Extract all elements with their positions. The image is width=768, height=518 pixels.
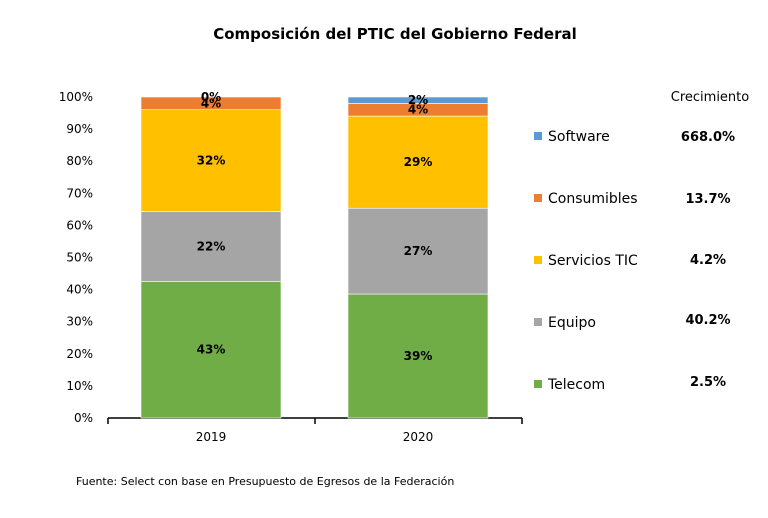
- bar-segment-software: [347, 96, 489, 104]
- y-tick-label: 20%: [66, 347, 93, 361]
- legend-label-software: Software: [548, 129, 610, 145]
- bar-segment-equipo: [347, 207, 489, 295]
- x-category-label: 2019: [196, 430, 227, 444]
- growth-header: Crecimiento: [671, 90, 750, 105]
- y-tick-label: 0%: [74, 411, 93, 425]
- bars: [140, 96, 489, 419]
- bar-segment-equipo: [140, 211, 282, 282]
- legend-swatch-consumibles: [534, 194, 542, 202]
- growth-value-software: 668.0%: [681, 130, 735, 145]
- chart-title: Composición del PTIC del Gobierno Federa…: [213, 25, 577, 43]
- legend-label-telecom: Telecom: [547, 377, 605, 393]
- y-tick-label: 40%: [66, 283, 93, 297]
- data-label: 2%: [408, 93, 428, 107]
- y-tick-label: 30%: [66, 315, 93, 329]
- source-note: Fuente: Select con base en Presupuesto d…: [76, 475, 454, 488]
- y-tick-label: 80%: [66, 154, 93, 168]
- bar-segment-telecom: [347, 293, 489, 419]
- data-label: 29%: [404, 155, 433, 169]
- bar-segment-consumibles: [140, 96, 282, 111]
- data-label: 32%: [197, 154, 226, 168]
- y-tick-label: 90%: [66, 122, 93, 136]
- legend-swatch-servicios-tic: [534, 256, 542, 264]
- bar-segment-telecom: [140, 281, 282, 419]
- data-label: 39%: [404, 349, 433, 363]
- legend-swatch-software: [534, 132, 542, 140]
- y-tick-label: 60%: [66, 218, 93, 232]
- growth-value-equipo: 40.2%: [685, 313, 730, 328]
- data-label: 27%: [404, 244, 433, 258]
- bar-segment-servicios-tic: [347, 115, 489, 209]
- legend: Software Consumibles Servicios TIC Equipo Te…: [534, 129, 638, 393]
- x-category-label: 2020: [403, 430, 434, 444]
- growth-value-telecom: 2.5%: [690, 375, 726, 390]
- y-tick-label: 10%: [66, 379, 93, 393]
- legend-swatch-telecom: [534, 380, 542, 388]
- legend-label-consumibles: Consumibles: [548, 191, 638, 207]
- axes: 0% 10% 20% 30% 40% 50% 60% 70% 80% 90% 100% 2019 202…: [59, 90, 523, 444]
- data-label: 0%: [201, 90, 221, 104]
- y-tick-label: 50%: [66, 251, 93, 265]
- growth-value-servicios-tic: 4.2%: [690, 253, 726, 268]
- bar-segment-servicios-tic: [140, 109, 282, 212]
- y-tick-label: 70%: [66, 186, 93, 200]
- legend-swatch-equipo: [534, 318, 542, 326]
- data-label: 4%: [408, 103, 428, 117]
- growth-values: 668.0% 13.7% 4.2% 40.2% 2.5%: [681, 130, 735, 390]
- growth-value-consumibles: 13.7%: [685, 192, 730, 207]
- data-label: 43%: [197, 343, 226, 357]
- data-labels: 43%22%32%4%0%39%27%29%4%2%: [197, 90, 433, 363]
- legend-label-equipo: Equipo: [548, 315, 596, 331]
- data-label: 4%: [201, 96, 221, 110]
- legend-label-servicios-tic: Servicios TIC: [548, 253, 638, 269]
- data-label: 22%: [197, 239, 226, 253]
- y-tick-label: 100%: [59, 90, 93, 104]
